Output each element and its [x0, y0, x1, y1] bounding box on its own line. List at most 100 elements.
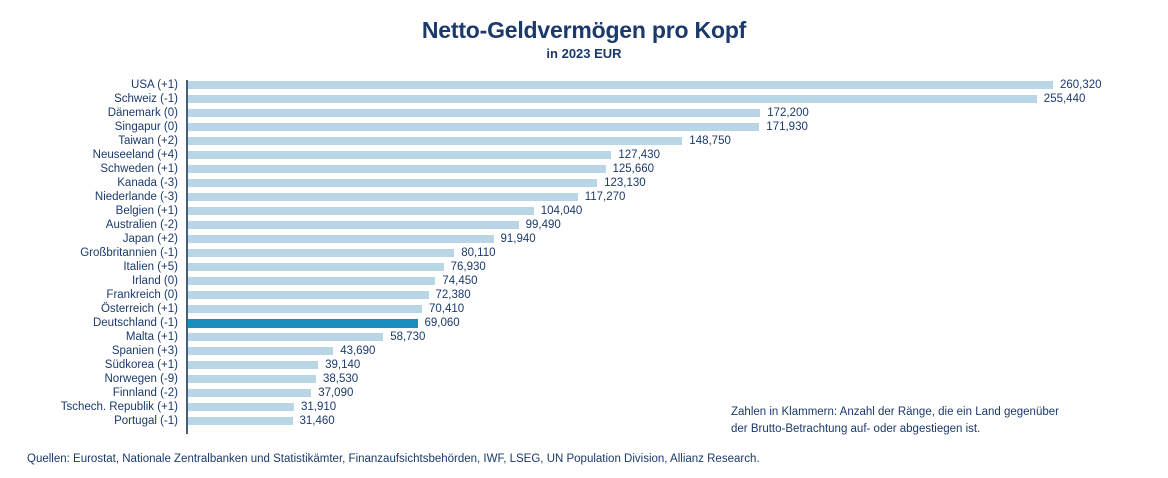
chart-bar-row: Singapur (0) 171,930	[0, 120, 1168, 134]
bar	[188, 305, 422, 313]
bar-track: 80,110	[188, 246, 1168, 260]
chart-bar-row: Portugal (-1) 31,460	[0, 414, 1168, 428]
chart-plot-area: USA (+1) 260,320 Schweiz (-1) 255,440 Dänema…	[0, 78, 1168, 436]
bar-track: 171,930	[188, 120, 1168, 134]
bar-category-label: Dänemark (0)	[107, 107, 178, 119]
bar	[188, 417, 293, 425]
chart-subtitle: in 2023 EUR	[546, 46, 622, 61]
chart-bar-row: Schweiz (-1) 255,440	[0, 92, 1168, 106]
chart-bar-row: Schweden (+1) 125,660	[0, 162, 1168, 176]
chart-bar-row: Australien (-2) 99,490	[0, 218, 1168, 232]
chart-bar-row: Italien (+5) 76,930	[0, 260, 1168, 274]
bar-track: 76,930	[188, 260, 1168, 274]
bar-category-label: Irland (0)	[131, 275, 178, 287]
chart-bar-row: Irland (0) 74,450	[0, 274, 1168, 288]
bar	[188, 333, 384, 341]
bar-category-label: Taiwan (+2)	[118, 135, 178, 147]
footnote-line-1: Zahlen in Klammern: Anzahl der Ränge, di…	[731, 406, 1059, 418]
bar-value-label: 91,940	[500, 233, 536, 245]
bar-category-label: Neuseeland (+4)	[92, 149, 178, 161]
chart-bar-row: Malta (+1) 58,730	[0, 330, 1168, 344]
bar-category-label: Japan (+2)	[122, 233, 178, 245]
bar-category-label: Großbritannien (-1)	[80, 247, 178, 259]
chart-bar-row: Belgien (+1) 104,040	[0, 204, 1168, 218]
bar-value-label: 31,910	[301, 401, 337, 413]
bar-value-label: 171,930	[766, 121, 808, 133]
bar	[188, 389, 312, 397]
chart-bar-row: Großbritannien (-1) 80,110	[0, 246, 1168, 260]
chart-header: Netto-Geldvermögen pro Kopf in 2023 EUR	[0, 16, 1168, 63]
bar	[188, 151, 612, 159]
y-axis-line	[186, 80, 188, 434]
chart-bar-row: Deutschland (-1) 69,060	[0, 316, 1168, 330]
bar-track: 31,910	[188, 400, 1168, 414]
bar-category-label: Italien (+5)	[123, 261, 178, 273]
bar-value-label: 104,040	[540, 205, 583, 217]
bar	[188, 193, 578, 201]
bar-value-label: 69,060	[424, 317, 460, 329]
bar-value-label: 99,490	[525, 219, 561, 231]
bar-track: 58,730	[188, 330, 1168, 344]
bar-track: 70,410	[188, 302, 1168, 316]
bar-track: 260,320	[188, 78, 1168, 92]
chart-bar-row: Frankreich (0) 72,380	[0, 288, 1168, 302]
bar-track: 31,460	[188, 414, 1168, 428]
bar	[188, 277, 436, 285]
bar	[188, 165, 606, 173]
bar-category-label: Österreich (+1)	[100, 303, 178, 315]
bar-category-label: Niederlande (-3)	[94, 191, 178, 203]
bar-value-label: 117,270	[584, 191, 626, 203]
bar-category-label: Südkorea (+1)	[104, 359, 178, 371]
bar	[188, 249, 455, 257]
bar-value-label: 70,410	[429, 303, 465, 315]
bar-rows: USA (+1) 260,320 Schweiz (-1) 255,440 Dänema…	[0, 78, 1168, 428]
bar-category-label: Malta (+1)	[125, 331, 178, 343]
chart-bar-row: Norwegen (-9) 38,530	[0, 372, 1168, 386]
bar-track: 172,200	[188, 106, 1168, 120]
bar-track: 39,140	[188, 358, 1168, 372]
bar-value-label: 38,530	[323, 373, 359, 385]
bar-category-label: Belgien (+1)	[115, 205, 178, 217]
bar-value-label: 76,930	[450, 261, 486, 273]
bar	[188, 375, 316, 383]
bar-category-label: Frankreich (0)	[106, 289, 178, 301]
bar-category-label: Schweden (+1)	[100, 163, 178, 175]
bar-track: 148,750	[188, 134, 1168, 148]
bar-category-label: Australien (-2)	[105, 219, 178, 231]
bar-track: 69,060	[188, 316, 1168, 330]
chart-bar-row: Taiwan (+2) 148,750	[0, 134, 1168, 148]
bar-track: 38,530	[188, 372, 1168, 386]
bar	[188, 403, 294, 411]
bar-category-label: Norwegen (-9)	[104, 373, 179, 385]
bar-value-label: 31,460	[299, 415, 335, 427]
bar-track: 127,430	[188, 148, 1168, 162]
bar-track: 72,380	[188, 288, 1168, 302]
bar-value-label: 255,440	[1043, 93, 1086, 105]
bar-track: 255,440	[188, 92, 1168, 106]
bar-track: 91,940	[188, 232, 1168, 246]
chart-bar-row: Finnland (-2) 37,090	[0, 386, 1168, 400]
bar	[188, 81, 1053, 89]
bar	[188, 291, 429, 299]
bar-category-label: USA (+1)	[131, 79, 178, 91]
bar	[188, 95, 1037, 103]
chart-bar-row: Kanada (-3) 123,130	[0, 176, 1168, 190]
bar	[188, 109, 761, 117]
footnote-line-2: der Brutto-Betrachtung auf- oder abgesti…	[731, 423, 981, 435]
bar-value-label: 74,450	[442, 275, 478, 287]
bar-value-label: 37,090	[318, 387, 354, 399]
bar-category-label: Singapur (0)	[114, 121, 178, 133]
chart-bar-row: Neuseeland (+4) 127,430	[0, 148, 1168, 162]
bar-highlighted	[188, 318, 418, 328]
bar	[188, 123, 760, 131]
bar-value-label: 80,110	[461, 247, 496, 259]
bar-value-label: 260,320	[1060, 79, 1102, 91]
bar-category-label: Portugal (-1)	[114, 415, 178, 427]
bar-track: 74,450	[188, 274, 1168, 288]
bar-value-label: 127,430	[618, 149, 660, 161]
bar-value-label: 148,750	[689, 135, 731, 147]
bar-value-label: 125,660	[612, 163, 655, 175]
bar-category-label: Finnland (-2)	[112, 387, 178, 399]
bar-value-label: 43,690	[340, 345, 376, 357]
source-note: Quellen: Eurostat, Nationale Zentralbank…	[27, 453, 760, 465]
